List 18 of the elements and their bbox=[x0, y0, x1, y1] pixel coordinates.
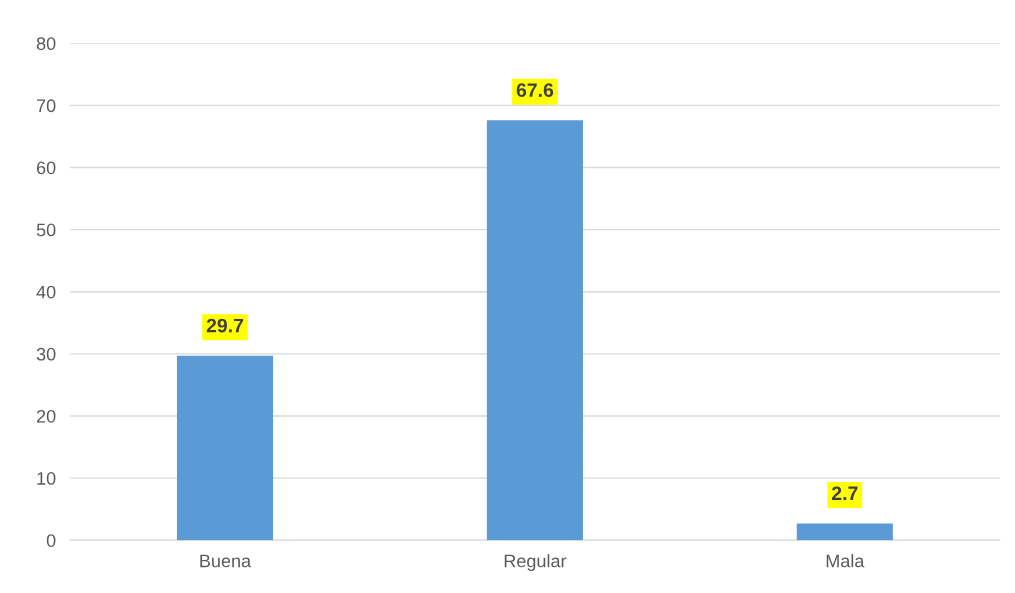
bar bbox=[796, 523, 893, 541]
y-tick-label: 30 bbox=[36, 347, 56, 361]
data-label: 29.7 bbox=[206, 318, 244, 333]
bar bbox=[176, 355, 274, 541]
x-tick-label: Mala bbox=[826, 554, 865, 568]
y-tick-label: 40 bbox=[36, 285, 56, 299]
y-tick-label: 20 bbox=[36, 409, 56, 423]
data-label: 2.7 bbox=[831, 486, 858, 500]
y-tick-label: 70 bbox=[36, 99, 56, 113]
y-tick-label: 80 bbox=[36, 37, 56, 51]
x-tick-label: Buena bbox=[200, 554, 252, 568]
y-tick-label: 60 bbox=[36, 161, 56, 175]
data-label: 67.6 bbox=[516, 83, 554, 98]
bar bbox=[486, 120, 583, 541]
y-tick-label: 10 bbox=[37, 472, 56, 485]
x-tick-label: Regular bbox=[504, 554, 567, 571]
y-tick-label: 0 bbox=[46, 534, 56, 547]
y-tick-label: 50 bbox=[36, 223, 56, 237]
